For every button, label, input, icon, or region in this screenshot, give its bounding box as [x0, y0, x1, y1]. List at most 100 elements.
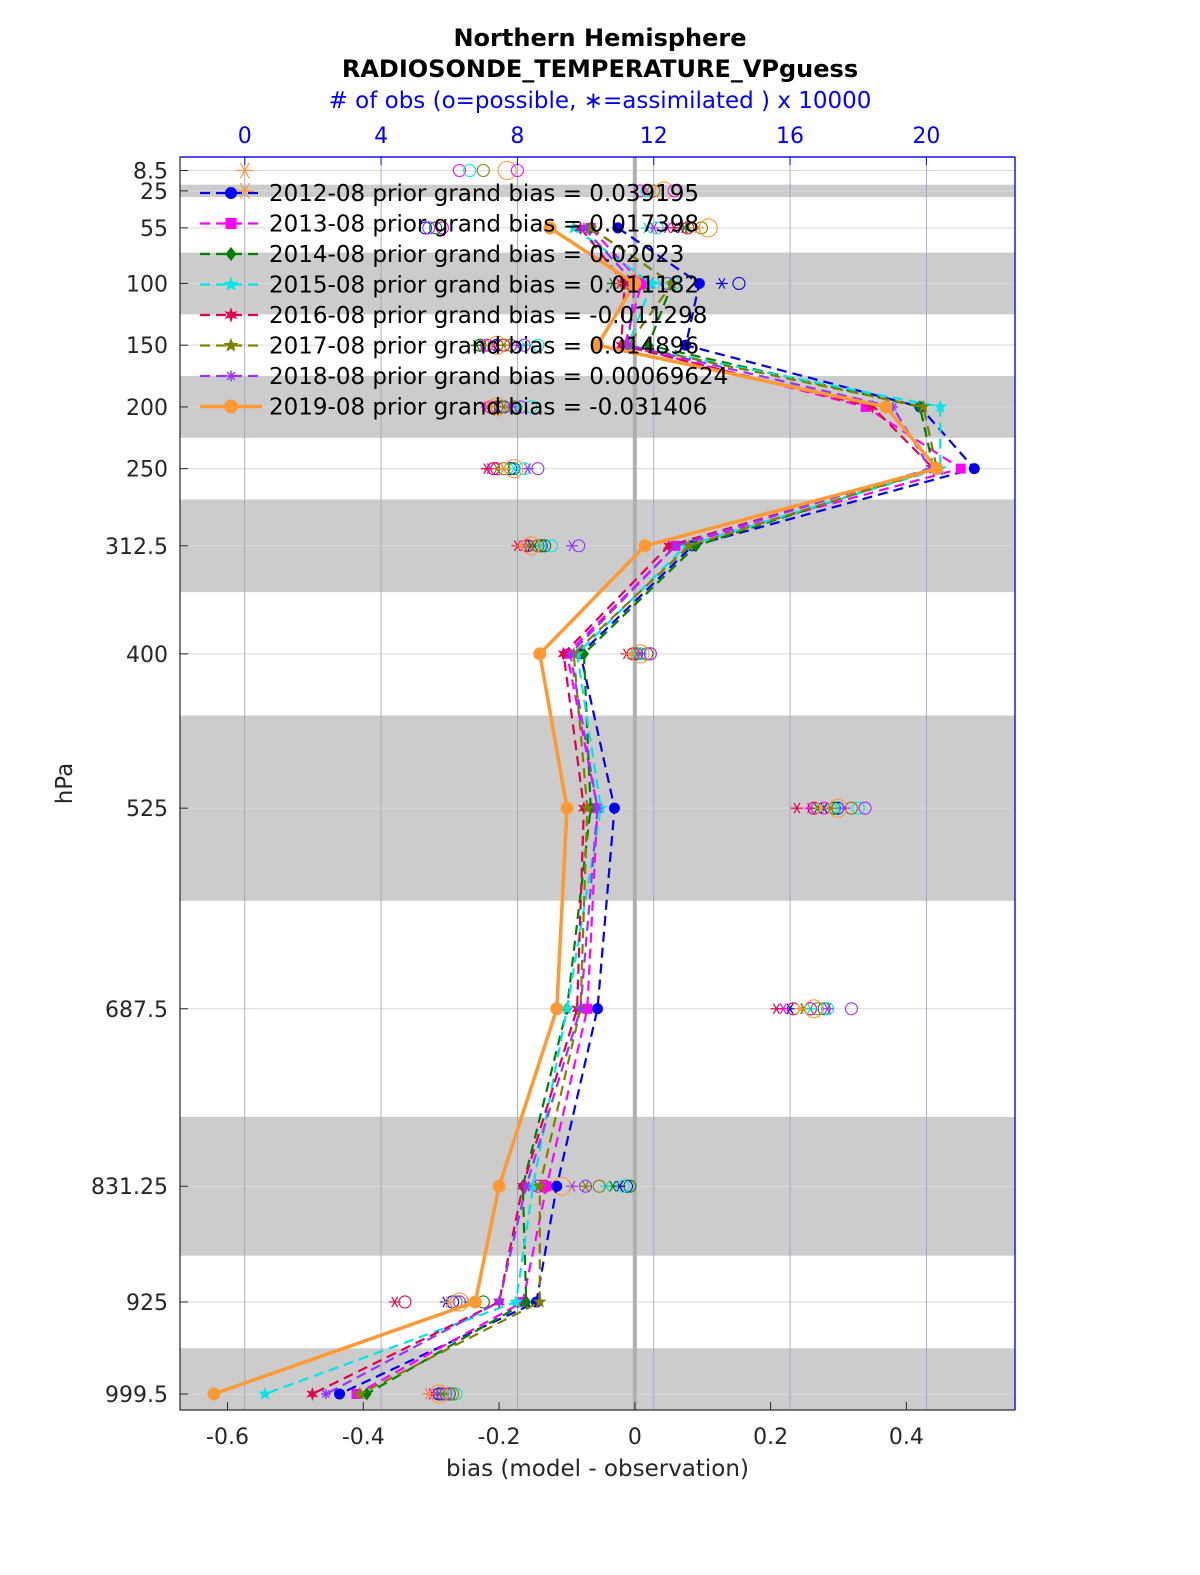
data-point	[533, 1179, 547, 1192]
asterisk-stroke	[524, 463, 532, 475]
data-point	[578, 647, 589, 661]
data-point	[521, 1295, 532, 1309]
possible-count-marker	[435, 221, 449, 235]
data-point	[584, 220, 598, 234]
asterisk-stroke	[694, 222, 702, 234]
assimilated-count-marker	[443, 1296, 456, 1308]
data-point	[578, 222, 589, 233]
data-point	[551, 1180, 563, 1192]
data-point	[682, 538, 696, 552]
observation-count-markers	[235, 160, 872, 1404]
assimilated-count-marker	[484, 401, 497, 413]
data-point	[543, 221, 557, 235]
assimilated-count-marker	[470, 339, 483, 351]
level-tick-label: 312.5	[105, 535, 168, 560]
possible-count-marker	[531, 338, 545, 352]
bias-series	[207, 220, 980, 1401]
assimilated-count-marker	[504, 401, 517, 413]
series-line	[366, 226, 935, 1395]
asterisk-stroke	[671, 541, 680, 550]
possible-count-marker	[524, 400, 538, 414]
data-point	[645, 276, 659, 290]
data-point	[916, 399, 930, 413]
data-point	[224, 399, 238, 414]
data-point	[608, 802, 620, 814]
asterisk-stroke	[579, 223, 588, 232]
assimilated-count-marker	[790, 802, 803, 814]
asterisk-stroke	[472, 339, 481, 351]
assimilated-count-marker	[388, 1296, 401, 1308]
possible-count-marker	[623, 1179, 637, 1193]
data-point	[353, 1387, 367, 1400]
data-point	[615, 338, 628, 353]
possible-count-marker	[654, 181, 674, 201]
asterisk-stroke	[510, 463, 518, 475]
data-point	[225, 187, 237, 199]
data-point	[866, 399, 879, 414]
data-point	[680, 339, 692, 351]
data-point	[565, 648, 576, 659]
top-tick-label: 8	[510, 124, 524, 149]
legend-entry-label: 2014-08 prior grand bias = 0.02023	[269, 242, 684, 268]
asterisk-stroke	[793, 802, 801, 814]
data-point	[933, 399, 947, 413]
assimilated-count-marker	[579, 1180, 592, 1192]
data-point	[580, 801, 594, 814]
level-tick-label: 200	[126, 396, 168, 421]
level-tick-label: 400	[126, 643, 168, 668]
asterisk-stroke	[636, 648, 644, 660]
assimilated-count-marker	[692, 222, 705, 234]
asterisk-stroke	[226, 371, 236, 381]
chart-title: Northern Hemisphere	[453, 24, 747, 52]
level-tick-label: 925	[126, 1291, 168, 1316]
data-point	[670, 540, 681, 551]
level-tick-label: 687.5	[105, 998, 168, 1023]
data-point	[521, 1181, 532, 1192]
assimilated-count-marker	[497, 463, 510, 475]
data-point	[361, 1387, 372, 1401]
level-tick-label: 100	[126, 272, 168, 297]
assimilated-count-marker	[480, 463, 493, 475]
asterisk-stroke	[817, 802, 825, 814]
possible-count-marker	[647, 184, 661, 198]
legend-entry-label: 2016-08 prior grand bias = -0.011298	[269, 303, 707, 329]
top-tick-label: 20	[912, 124, 940, 149]
asterisk-stroke	[239, 182, 250, 199]
assimilated-count-marker	[565, 540, 578, 552]
possible-count-marker	[476, 163, 490, 178]
asterisk-stroke	[522, 1182, 531, 1191]
data-point	[560, 801, 574, 815]
asterisk-stroke	[576, 1004, 585, 1013]
asterisk-stroke	[796, 1003, 804, 1015]
legend-entry-label: 2017-08 prior grand bias = 0.014896	[269, 334, 699, 360]
asterisk-stroke	[493, 339, 501, 351]
asterisk-stroke	[239, 162, 250, 179]
assimilated-count-marker	[668, 222, 681, 234]
data-point	[468, 1295, 482, 1309]
possible-count-marker	[633, 184, 647, 198]
data-point	[592, 803, 603, 814]
possible-count-marker	[429, 221, 443, 235]
bottom-tick-label: -0.4	[342, 1425, 385, 1450]
legend-entry-label: 2012-08 prior grand bias = 0.039195	[269, 181, 699, 207]
legend: 2012-08 prior grand bias = 0.039195 2013-…	[200, 181, 728, 421]
asterisk-stroke	[650, 222, 658, 234]
bottom-axis: -0.6 -0.4 -0.2 0 0.2 0.4 bias (model - observa…	[206, 1402, 924, 1482]
possible-count-marker	[579, 1179, 593, 1193]
asterisk-stroke	[391, 1296, 399, 1308]
possible-count-marker	[858, 801, 872, 815]
data-point	[612, 222, 624, 234]
asterisk-stroke	[520, 339, 528, 351]
data-point	[636, 278, 647, 289]
possible-count-marker	[452, 163, 467, 178]
bottom-tick-label: 0.4	[889, 1425, 924, 1450]
asterisk-stroke	[566, 649, 575, 658]
asterisk-stroke	[609, 277, 617, 289]
asterisk-stroke	[643, 222, 651, 234]
possible-count-marker	[616, 1179, 630, 1193]
asterisk-stroke	[513, 339, 521, 351]
assimilated-count-marker	[484, 339, 497, 351]
assimilated-count-marker	[511, 339, 524, 351]
possible-count-marker	[828, 798, 848, 818]
asterisk-stroke	[663, 222, 671, 234]
